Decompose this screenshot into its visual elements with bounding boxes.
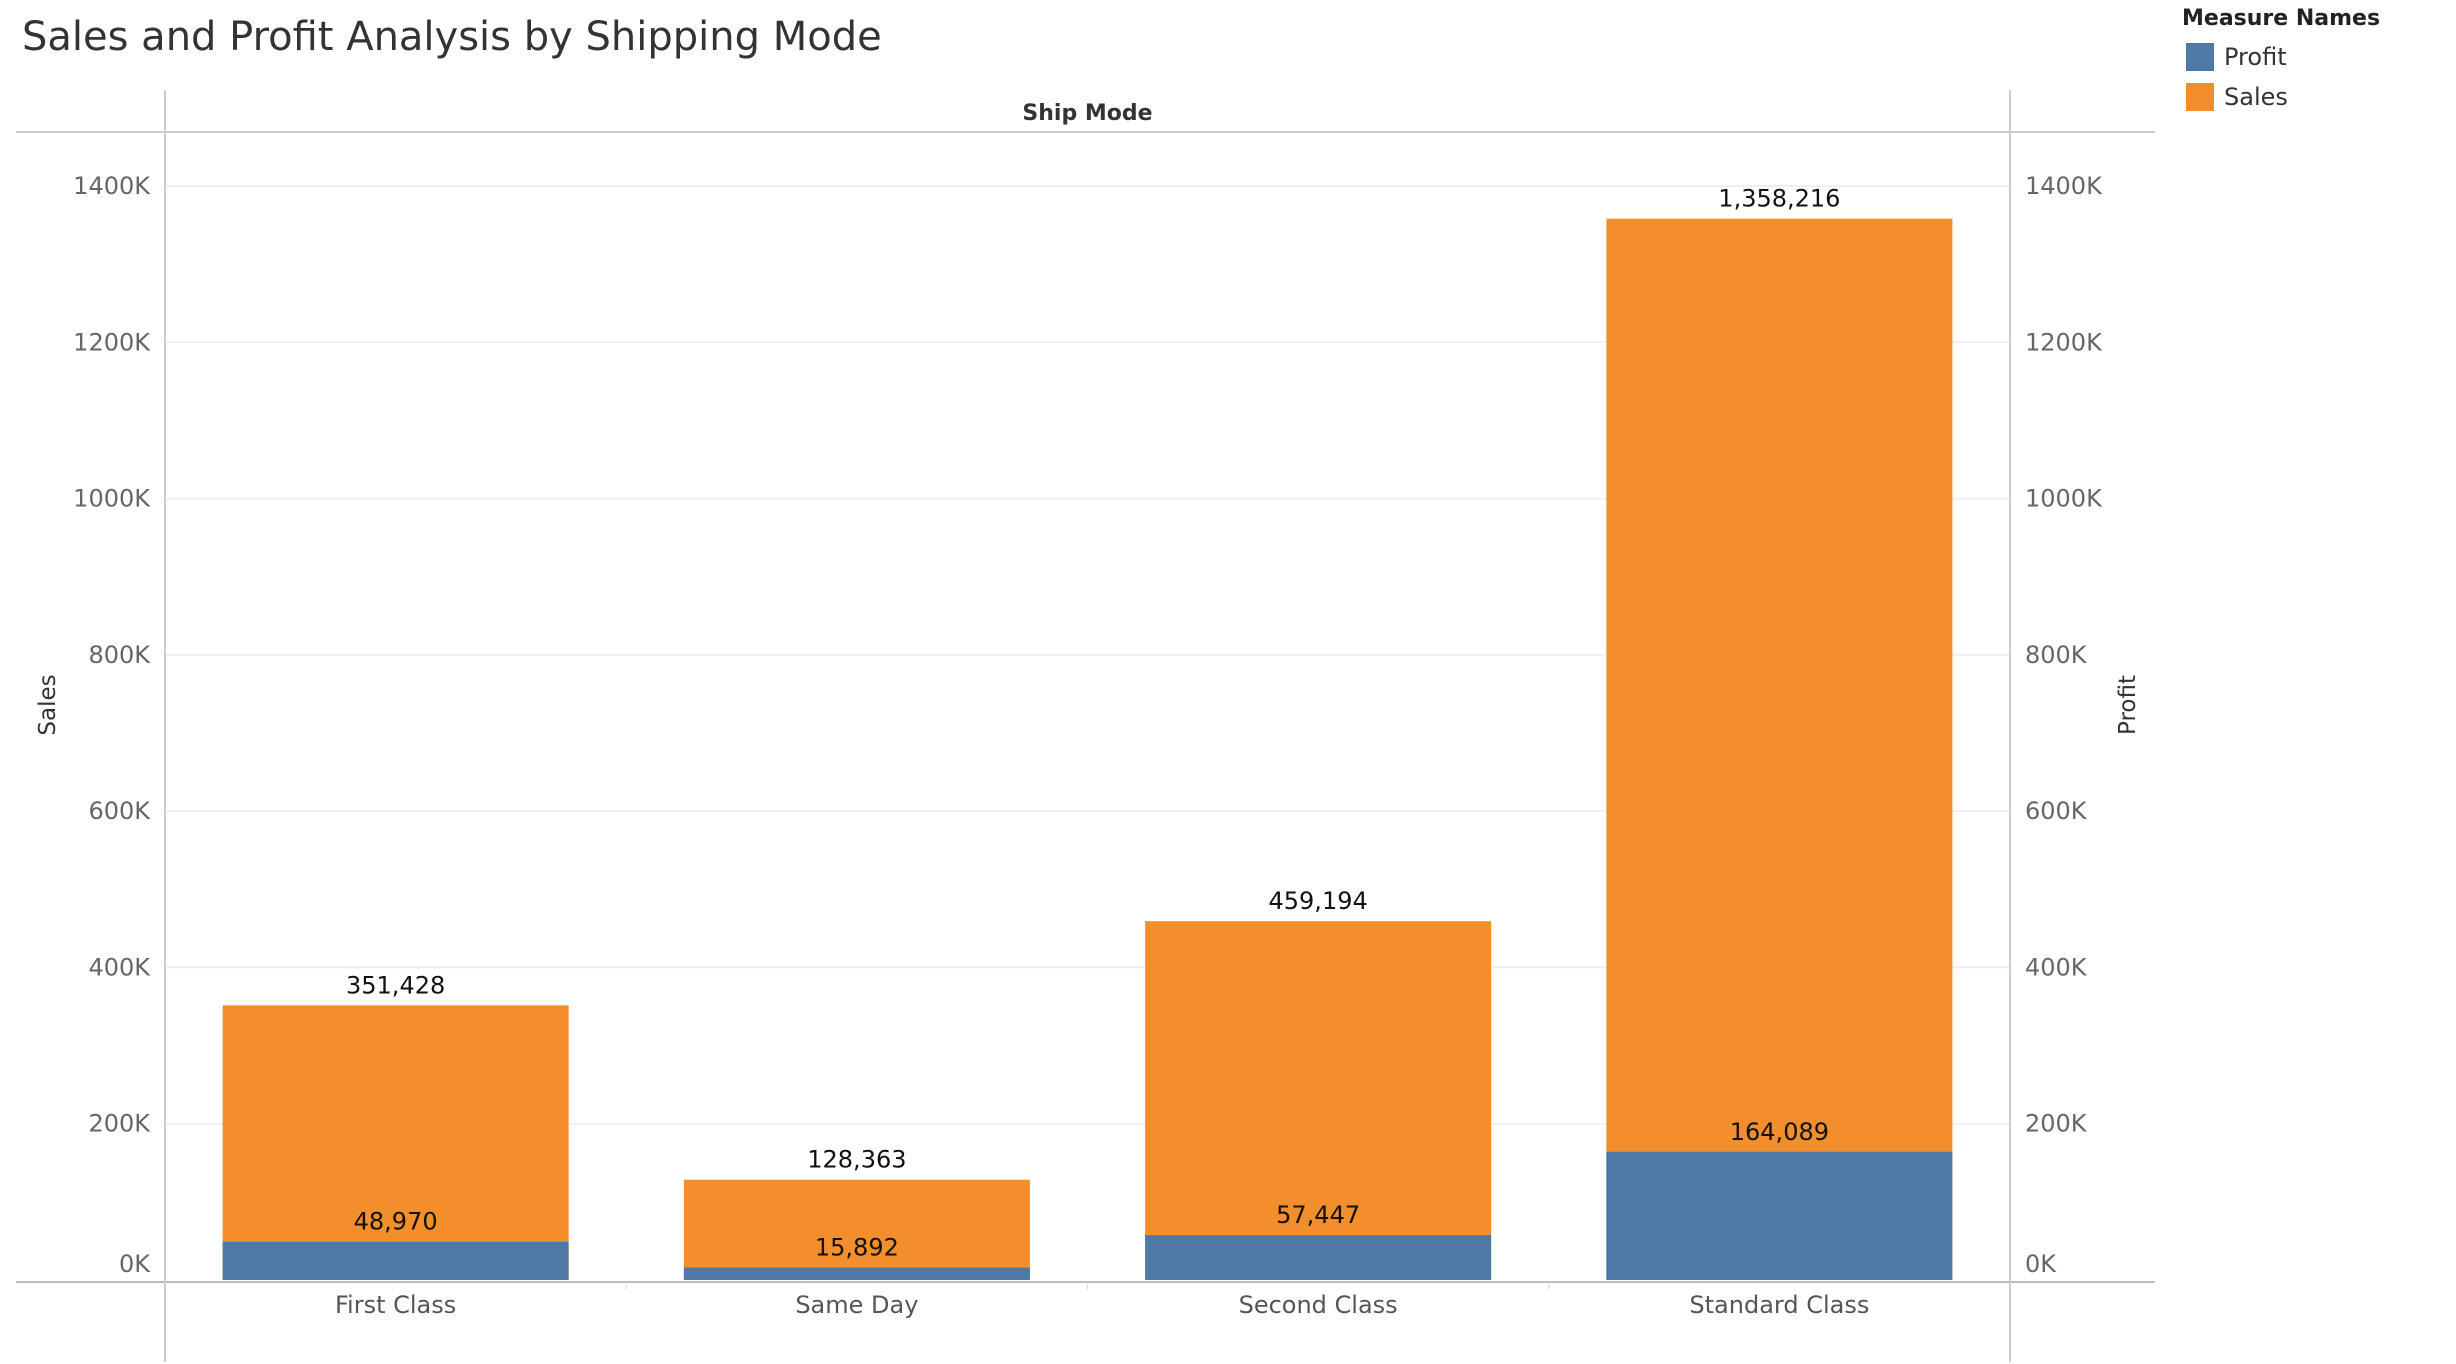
legend-label-sales: Sales (2224, 83, 2288, 111)
legend-item-profit[interactable]: Profit (2182, 37, 2380, 77)
x-category-label: First Class (335, 1291, 456, 1319)
y2-tick-label: 0K (2025, 1250, 2057, 1278)
y-axis-title-profit: Profit (2115, 675, 2141, 735)
chart-title: Sales and Profit Analysis by Shipping Mo… (22, 14, 882, 60)
y2-tick-label: 600K (2025, 797, 2088, 825)
y2-tick-label: 400K (2025, 953, 2088, 981)
bar-profit[interactable] (1606, 1151, 1953, 1280)
column-header-ship-mode: Ship Mode (1022, 101, 1152, 126)
bar-profit[interactable] (222, 1241, 569, 1280)
y-tick-label: 600K (88, 797, 151, 825)
bar-profit[interactable] (1145, 1235, 1492, 1280)
data-label-profit: 48,970 (354, 1208, 438, 1236)
data-label-sales: 1,358,216 (1718, 185, 1840, 213)
legend-label-profit: Profit (2224, 43, 2287, 71)
bar-profit[interactable] (683, 1267, 1030, 1280)
y-tick-label: 1400K (73, 172, 151, 200)
bar-sales[interactable] (1606, 218, 1953, 1280)
y2-tick-label: 200K (2025, 1110, 2088, 1138)
chart-area: 0K 0K 200K 200K 400K 400K 600K 600K 800K 800K 1000… (16, 90, 2155, 1362)
legend-item-sales[interactable]: Sales (2182, 77, 2380, 117)
data-label-sales: 351,428 (346, 971, 445, 999)
data-label-profit: 57,447 (1276, 1201, 1360, 1229)
y2-tick-label: 1400K (2025, 172, 2103, 200)
y-tick-label: 800K (88, 641, 151, 669)
legend: Measure Names Profit Sales (2182, 6, 2380, 117)
legend-swatch-sales (2186, 83, 2214, 111)
y-axis-title-sales: Sales (35, 674, 61, 735)
data-label-sales: 459,194 (1269, 887, 1368, 915)
y2-tick-label: 1200K (2025, 328, 2103, 356)
bar-sales[interactable] (683, 1179, 1030, 1280)
x-category-label: Standard Class (1689, 1291, 1869, 1319)
y-tick-label: 1000K (73, 485, 151, 513)
legend-title: Measure Names (2182, 6, 2381, 31)
y2-tick-label: 1000K (2025, 485, 2103, 513)
data-label-profit: 164,089 (1730, 1118, 1829, 1146)
y-tick-label: 400K (88, 953, 151, 981)
x-category-label: Second Class (1239, 1291, 1398, 1319)
data-label-profit: 15,892 (815, 1234, 899, 1262)
data-label-sales: 128,363 (807, 1146, 906, 1174)
bar-sales[interactable] (222, 1005, 569, 1280)
bar-sales[interactable] (1145, 921, 1492, 1280)
y2-tick-label: 800K (2025, 641, 2088, 669)
legend-swatch-profit (2186, 43, 2214, 71)
y-tick-label: 0K (119, 1250, 151, 1278)
x-category-label: Same Day (795, 1291, 918, 1319)
y-tick-label: 200K (88, 1110, 151, 1138)
y-tick-label: 1200K (73, 328, 151, 356)
